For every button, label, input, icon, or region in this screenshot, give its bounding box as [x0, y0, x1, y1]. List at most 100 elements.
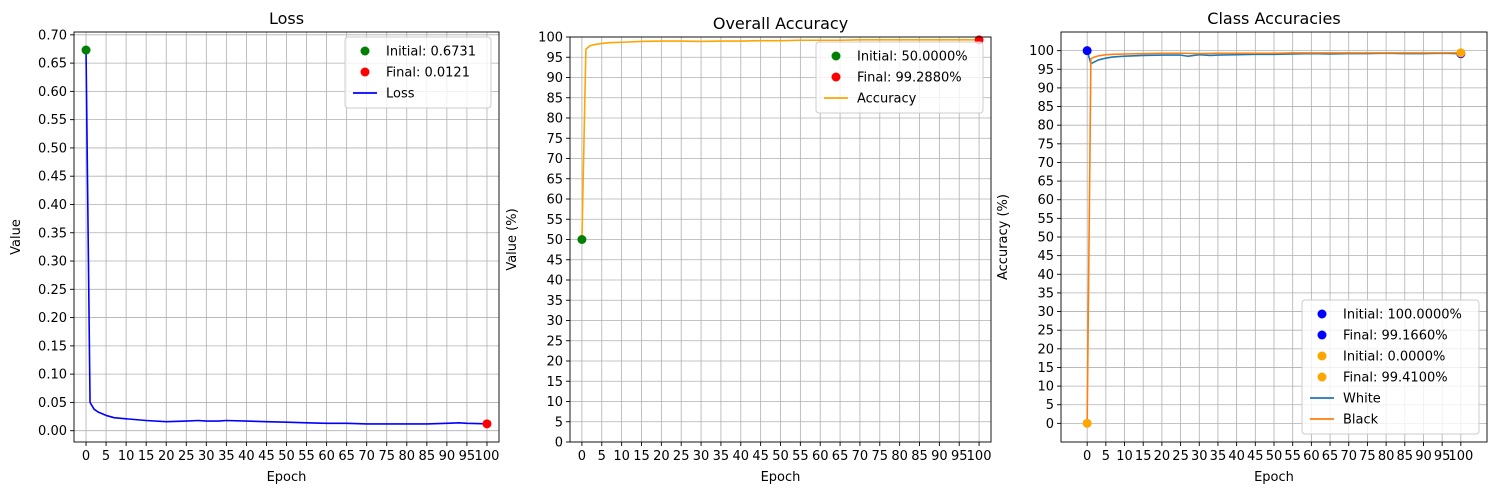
x-tick-label: 55: [298, 449, 315, 464]
x-tick-label: 15: [1135, 449, 1152, 464]
x-tick-label: 25: [178, 449, 195, 464]
x-tick-label: 55: [792, 449, 809, 464]
series-line-loss: [85, 50, 487, 425]
y-tick-label: 5: [1046, 398, 1054, 413]
x-tick-label: 55: [1284, 449, 1301, 464]
legend-marker-swatch: [360, 67, 370, 77]
legend-frame: [344, 36, 492, 109]
legend-marker-swatch: [1317, 351, 1327, 361]
legend-marker-swatch: [831, 72, 841, 82]
y-tick-label: 90: [1037, 81, 1054, 96]
x-tick-label: 80: [1378, 449, 1395, 464]
y-tick-label: 0.45: [38, 170, 67, 185]
x-tick-label: 50: [278, 449, 295, 464]
x-tick-label: 0: [82, 449, 90, 464]
x-tick-label: 60: [812, 449, 829, 464]
x-tick-label: 50: [1266, 449, 1283, 464]
y-tick-label: 45: [1037, 249, 1054, 264]
x-tick-label: 0: [578, 449, 586, 464]
x-tick-label: 65: [832, 449, 849, 464]
x-tick-label: 25: [1172, 449, 1189, 464]
y-tick-label: 20: [546, 355, 563, 370]
x-tick-label: 20: [1154, 449, 1171, 464]
marker-point-1: [577, 235, 587, 244]
x-tick-label: 60: [318, 449, 335, 464]
x-tick-label: 15: [633, 449, 650, 464]
y-tick-label: 85: [1037, 100, 1054, 115]
x-axis-label: Epoch: [1254, 470, 1294, 485]
x-tick-label: 35: [713, 449, 730, 464]
y-tick-label: 35: [546, 294, 563, 309]
legend-entry-label: Black: [1343, 413, 1379, 428]
x-tick-label: 45: [258, 449, 275, 464]
chart-title: Class Accuracies: [1207, 9, 1340, 28]
x-tick-label: 35: [218, 449, 235, 464]
y-tick-label: 100: [1029, 44, 1054, 59]
x-tick-label: 10: [613, 449, 630, 464]
chart-panel-2: 0 5 10 15 20 25 30 35 40 45 50 55 60 65 70 75 80 85 90 95 10…: [505, 14, 991, 485]
legend-entry-label: White: [1343, 392, 1381, 407]
chart-title: Loss: [269, 9, 304, 28]
legend-entry-label: Initial: 0.6731: [386, 45, 476, 60]
legend-entry-label: Initial: 0.0000%: [1343, 350, 1445, 365]
y-tick-label: 65: [1037, 175, 1054, 190]
x-tick-label: 75: [378, 449, 395, 464]
y-tick-label: 0: [555, 436, 563, 451]
x-tick-label: 50: [772, 449, 789, 464]
y-tick-label: 0.25: [38, 283, 67, 298]
x-tick-label: 65: [338, 449, 355, 464]
x-tick-label: 85: [1397, 449, 1414, 464]
y-tick-label: 80: [546, 112, 563, 127]
y-tick-label: 0.60: [38, 85, 67, 100]
y-tick-label: 0.35: [38, 226, 67, 241]
x-tick-label: 45: [1247, 449, 1264, 464]
marker-point-3: [1082, 418, 1092, 428]
y-tick-label: 90: [546, 71, 563, 86]
x-tick-label: 5: [102, 449, 110, 464]
y-tick-label: 60: [546, 193, 563, 208]
legend-marker-swatch: [1317, 309, 1327, 319]
y-tick-label: 25: [1037, 324, 1054, 339]
y-tick-label: 20: [1037, 342, 1054, 357]
legend-marker-swatch: [360, 46, 370, 56]
legend-marker-swatch: [1317, 372, 1327, 382]
x-tick-label: 10: [1116, 449, 1133, 464]
y-tick-label: 50: [546, 233, 563, 248]
x-tick-label: 90: [931, 449, 948, 464]
y-axis-label: Accuracy (%): [996, 194, 1011, 280]
y-tick-label: 0.40: [38, 198, 67, 213]
y-tick-label: 30: [1037, 305, 1054, 320]
y-tick-label: 25: [546, 334, 563, 349]
y-tick-label: 0.55: [38, 113, 67, 128]
x-tick-label: 30: [1191, 449, 1208, 464]
x-tick-label: 90: [439, 449, 456, 464]
x-tick-label: 60: [1303, 449, 1320, 464]
y-tick-label: 5: [555, 415, 563, 430]
x-tick-label: 10: [118, 449, 135, 464]
y-tick-label: 40: [1037, 268, 1054, 283]
legend: Initial: 50.0000% Final: 99.2880% Accuracy: [815, 41, 984, 114]
y-tick-label: 0.65: [38, 57, 67, 72]
x-axis-label: Epoch: [267, 470, 307, 485]
x-tick-label: 5: [598, 449, 606, 464]
y-tick-label: 80: [1037, 119, 1054, 134]
legend-entry-label: Loss: [386, 87, 415, 102]
x-tick-label: 80: [891, 449, 908, 464]
x-tick-label: 5: [1102, 449, 1110, 464]
y-tick-label: 40: [546, 274, 563, 289]
y-tick-label: 10: [1037, 380, 1054, 395]
x-tick-label: 30: [693, 449, 710, 464]
legend-frame: [1301, 299, 1480, 435]
legend: Initial: 0.6731 Final: 0.0121 Loss: [344, 36, 492, 109]
y-tick-label: 0.20: [38, 311, 67, 326]
marker-point-1: [1082, 46, 1092, 56]
x-tick-label: 100: [475, 449, 500, 464]
x-tick-label: 95: [951, 449, 968, 464]
legend-marker-swatch: [831, 51, 841, 61]
y-tick-label: 30: [546, 314, 563, 329]
marker-point-1: [81, 45, 91, 55]
x-tick-label: 0: [1083, 449, 1091, 464]
y-tick-label: 10: [546, 395, 563, 410]
y-tick-label: 0.05: [38, 396, 67, 411]
x-tick-label: 85: [911, 449, 928, 464]
